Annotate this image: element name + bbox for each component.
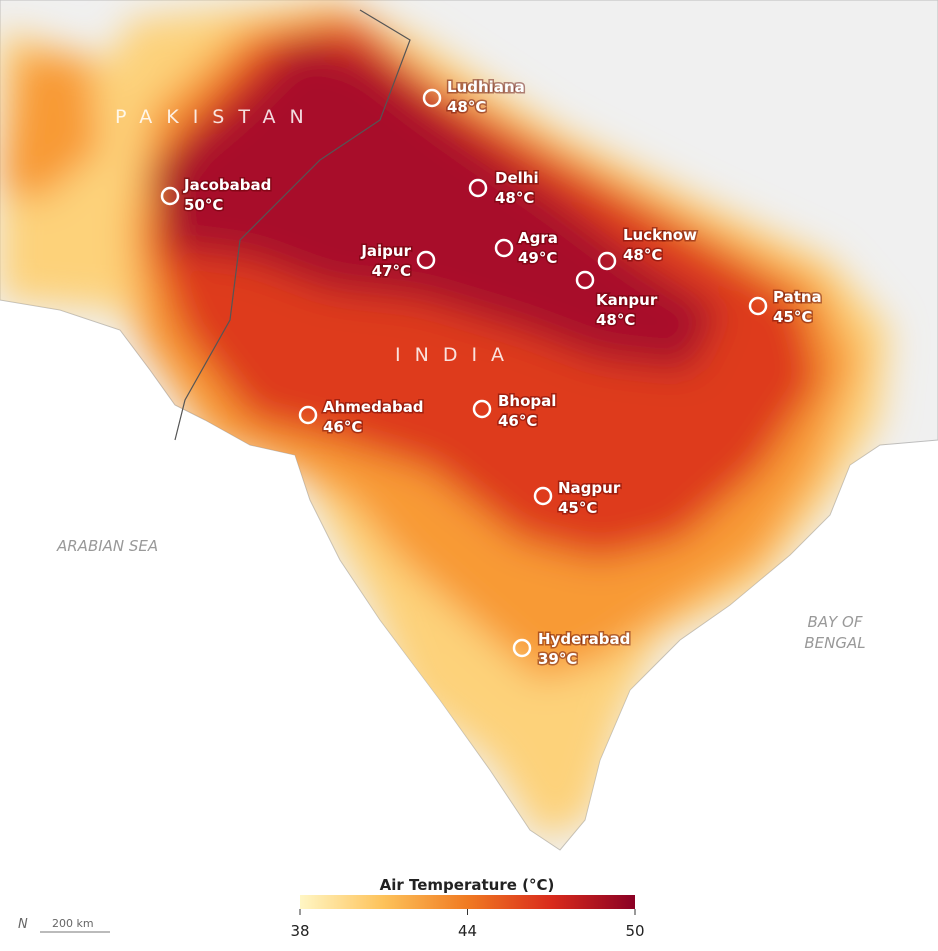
scale-label: 200 km — [52, 917, 94, 930]
city-marker — [597, 251, 617, 271]
legend-title: Air Temperature (°C) — [380, 876, 555, 894]
city-temp: 48°C — [596, 311, 635, 329]
city-name: Jacobabad — [183, 176, 271, 194]
legend-tick-label: 44 — [458, 922, 477, 940]
sea-label: ARABIAN SEA — [56, 537, 158, 555]
border — [174, 9, 411, 441]
heat-layer — [0, 0, 890, 840]
sea-label: BENGAL — [804, 634, 865, 652]
labels: PAKISTAN INDIA ARABIAN SEA BAY OF BENGAL — [56, 106, 866, 652]
city-name: Nagpur — [558, 479, 621, 497]
city-temp: 39°C — [538, 650, 577, 668]
city-marker — [422, 88, 442, 108]
city-name: Bhopal — [498, 392, 556, 410]
city-name: Ludhiana — [447, 78, 525, 96]
city-name: Hyderabad — [538, 630, 630, 648]
city-marker — [512, 638, 532, 658]
city-temp: 45°C — [558, 499, 597, 517]
city-temp: 47°C — [372, 262, 411, 280]
city-name: Kanpur — [596, 291, 658, 309]
city-marker — [416, 250, 436, 270]
country-label: PAKISTAN — [115, 106, 318, 128]
city-marker — [468, 178, 488, 198]
city-temp: 45°C — [773, 308, 812, 326]
city-temp: 49°C — [518, 249, 557, 267]
city-temp: 46°C — [323, 418, 362, 436]
cities: Ludhiana 48°C Jacobabad 50°C Delhi 48°C Jaipur… — [160, 77, 823, 670]
city-temp: 48°C — [447, 98, 486, 116]
city-name: Lucknow — [623, 226, 697, 244]
city-marker — [533, 486, 553, 506]
city-temp: 48°C — [495, 189, 534, 207]
city-marker — [494, 238, 514, 258]
legend-tick-label: 50 — [625, 922, 644, 940]
sea-label: BAY OF — [808, 613, 863, 631]
country-label: INDIA — [395, 344, 518, 366]
city-name: Jaipur — [360, 242, 411, 260]
city-temp: 46°C — [498, 412, 537, 430]
city-name: Delhi — [495, 169, 539, 187]
city-marker — [575, 270, 595, 290]
city-marker — [748, 296, 768, 316]
city-name: Patna — [773, 288, 822, 306]
city-name: Ahmedabad — [323, 398, 424, 416]
city-marker — [160, 186, 180, 206]
legend: Air Temperature (°C) 38 44 50 — [290, 876, 644, 940]
legend-bar — [300, 895, 635, 909]
city-temp: 50°C — [184, 196, 223, 214]
city-name: Agra — [518, 229, 558, 247]
north-arrow: N — [18, 917, 28, 932]
city-temp: 48°C — [623, 246, 662, 264]
scale-bar: N 200 km — [18, 917, 110, 933]
city-marker — [472, 399, 492, 419]
city-marker — [298, 405, 318, 425]
legend-tick-label: 38 — [290, 922, 309, 940]
